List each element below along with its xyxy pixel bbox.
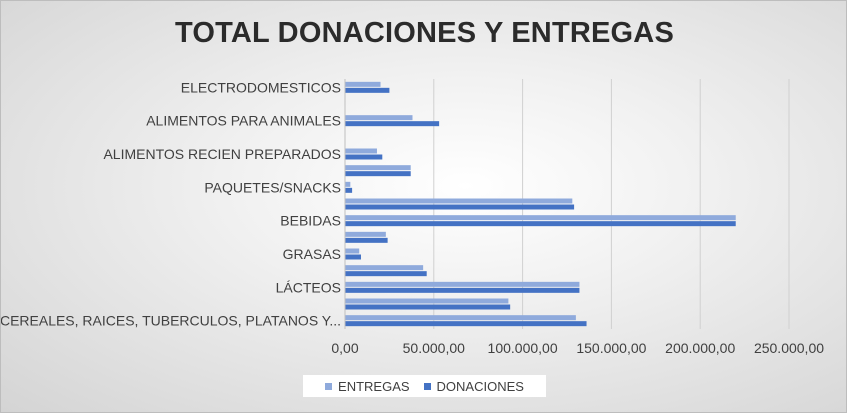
legend-item-entregas: ENTREGAS	[325, 379, 410, 394]
bar-entregas	[345, 115, 413, 121]
bar-donaciones	[345, 204, 575, 210]
x-tick-label: 150.000,00	[576, 340, 646, 356]
bar-entregas	[345, 248, 360, 254]
legend-label-donaciones: DONACIONES	[436, 378, 524, 394]
bar-donaciones	[345, 287, 580, 293]
bar-entregas	[345, 281, 580, 287]
bar-donaciones	[345, 321, 587, 327]
bar-donaciones	[345, 171, 411, 177]
legend-label-entregas: ENTREGAS	[338, 378, 410, 394]
chart-title: TOTAL DONACIONES Y ENTREGAS	[174, 17, 674, 49]
bar-donaciones	[345, 154, 383, 160]
category-label: ALIMENTOS RECIEN PREPARADOS	[103, 146, 341, 162]
category-label: CEREALES, RAICES, TUBERCULOS, PLATANOS Y…	[1, 313, 341, 329]
bar-entregas	[345, 265, 424, 271]
bar-entregas	[345, 198, 573, 204]
x-tick-label: 250.000,00	[754, 340, 824, 356]
bar-entregas	[345, 215, 736, 221]
x-tick-label: 100.000,00	[488, 340, 558, 356]
bar-entregas	[345, 181, 351, 187]
bar-donaciones	[345, 87, 390, 93]
legend-swatch-donaciones	[423, 382, 431, 390]
category-label: PAQUETES/SNACKS	[204, 179, 341, 195]
x-tick-label: 50.000,00	[403, 340, 465, 356]
x-tick-label: 0,00	[331, 340, 358, 356]
bar-entregas	[345, 231, 386, 237]
bar-donaciones	[345, 187, 353, 193]
bar-entregas	[345, 81, 381, 87]
bar-donaciones	[345, 254, 361, 260]
legend-item-donaciones: DONACIONES	[423, 378, 524, 394]
bar-entregas	[345, 298, 509, 304]
category-label: ELECTRODOMESTICOS	[181, 79, 341, 95]
bar-donaciones	[345, 304, 511, 310]
bar-entregas	[345, 315, 576, 321]
category-label: ALIMENTOS PARA ANIMALES	[146, 113, 341, 129]
category-label: BEBIDAS	[280, 213, 341, 229]
bar-donaciones	[345, 121, 440, 127]
category-label: LÁCTEOS	[276, 279, 341, 295]
category-label: GRASAS	[283, 246, 341, 262]
bar-entregas	[345, 148, 377, 154]
bar-donaciones	[345, 221, 736, 227]
x-tick-label: 200.000,00	[665, 340, 735, 356]
legend: ENTREGAS DONACIONES	[303, 375, 546, 397]
bar-donaciones	[345, 271, 427, 277]
legend-swatch-entregas	[325, 382, 333, 390]
bar-donaciones	[345, 237, 388, 243]
bar-entregas	[345, 165, 411, 171]
